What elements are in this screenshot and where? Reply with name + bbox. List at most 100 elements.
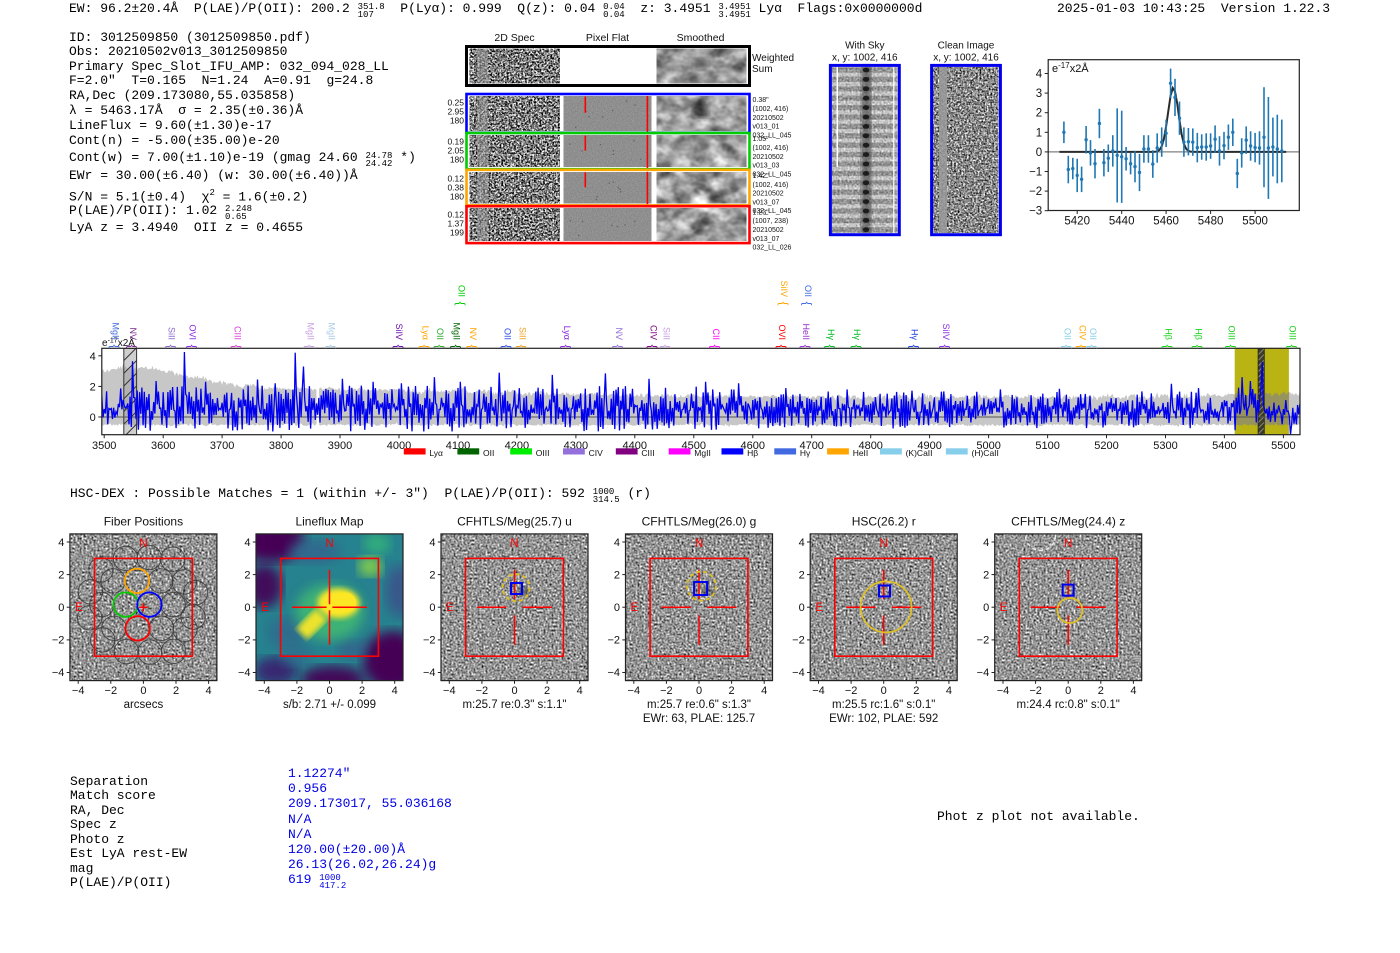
svg-text:20210502: 20210502 (753, 115, 784, 122)
svg-text:5500: 5500 (1242, 216, 1268, 228)
svg-text:OIII: OIII (536, 448, 550, 458)
svg-text:x, y: 1002, 416: x, y: 1002, 416 (832, 53, 898, 64)
svg-text:0: 0 (244, 602, 250, 614)
svg-text:CII: CII (711, 328, 721, 340)
svg-text:{: { (164, 344, 178, 348)
svg-text:4: 4 (614, 537, 620, 549)
svg-text:Hβ: Hβ (1163, 328, 1173, 340)
svg-text:4: 4 (429, 537, 435, 549)
svg-text:MgII: MgII (452, 322, 462, 340)
svg-text:−2: −2 (52, 635, 65, 647)
svg-text:0.25: 0.25 (447, 98, 464, 108)
svg-text:2: 2 (983, 569, 989, 581)
svg-text:OII: OII (503, 328, 513, 340)
svg-text:SiIV: SiIV (394, 323, 404, 340)
svg-text:{: { (466, 344, 480, 348)
svg-text:{: { (185, 344, 199, 348)
svg-text:arcsecs: arcsecs (124, 699, 164, 711)
svg-text:Lineflux Map: Lineflux Map (295, 514, 363, 528)
svg-text:4800: 4800 (858, 440, 882, 452)
svg-text:2.05: 2.05 (447, 146, 464, 156)
svg-text:1.05": 1.05" (753, 136, 770, 143)
svg-text:5200: 5200 (1094, 440, 1118, 452)
svg-text:−2: −2 (238, 635, 251, 647)
svg-text:HeII: HeII (801, 323, 811, 340)
svg-text:−2: −2 (1029, 186, 1042, 198)
svg-text:0: 0 (614, 602, 620, 614)
svg-text:−2: −2 (291, 685, 304, 697)
svg-text:4: 4 (206, 685, 212, 697)
svg-text:N: N (325, 538, 333, 550)
svg-text:{: { (560, 344, 574, 348)
svg-text:0.12: 0.12 (447, 173, 464, 183)
svg-text:Pixel Flat: Pixel Flat (586, 32, 629, 44)
svg-text:E: E (631, 602, 639, 614)
svg-text:SiII: SiII (167, 327, 177, 340)
svg-text:2: 2 (729, 685, 735, 697)
svg-text:032_LL_026: 032_LL_026 (753, 245, 792, 252)
svg-text:1.37: 1.37 (447, 219, 464, 229)
svg-text:20210502: 20210502 (753, 154, 784, 161)
svg-text:180: 180 (450, 116, 464, 126)
svg-text:1.23": 1.23" (753, 209, 770, 216)
svg-text:Hγ: Hγ (852, 329, 862, 340)
svg-text:{: { (1086, 344, 1100, 348)
svg-text:Hγ: Hγ (800, 448, 811, 458)
svg-text:MgII: MgII (110, 322, 120, 340)
svg-text:{: { (515, 344, 529, 348)
svg-text:{: { (1191, 344, 1205, 348)
svg-text:SiII: SiII (662, 327, 672, 340)
svg-text:4: 4 (983, 537, 989, 549)
svg-text:s/b: 2.71 +/- 0.099: s/b: 2.71 +/- 0.099 (283, 699, 376, 711)
svg-text:(1002, 416): (1002, 416) (753, 182, 789, 189)
svg-text:Hγ: Hγ (826, 329, 836, 340)
svg-text:v013_07: v013_07 (753, 199, 780, 206)
svg-text:CIV: CIV (648, 325, 658, 340)
svg-text:−2: −2 (105, 685, 118, 697)
svg-text:4900: 4900 (917, 440, 941, 452)
svg-text:EWr: 63, PLAE: 125.7: EWr: 63, PLAE: 125.7 (643, 713, 755, 725)
svg-text:(1007, 238): (1007, 238) (753, 218, 789, 225)
svg-text:2: 2 (173, 685, 179, 697)
svg-text:{: { (1224, 344, 1238, 348)
svg-text:SiII: SiII (517, 327, 527, 340)
svg-text:OII: OII (483, 448, 494, 458)
svg-text:Fiber Positions: Fiber Positions (104, 514, 183, 528)
svg-text:2: 2 (429, 569, 435, 581)
svg-text:CIII: CIII (232, 326, 242, 340)
svg-text:4700: 4700 (799, 440, 823, 452)
svg-text:032_LL_045: 032_LL_045 (753, 208, 792, 215)
svg-text:0: 0 (326, 685, 332, 697)
svg-text:4: 4 (577, 685, 583, 697)
svg-text:−2: −2 (1029, 685, 1042, 697)
svg-text:2: 2 (90, 381, 96, 393)
svg-text:Hγ: Hγ (910, 329, 920, 340)
svg-text:−4: −4 (977, 667, 990, 679)
svg-text:N: N (1064, 538, 1072, 550)
svg-text:3800: 3800 (269, 440, 293, 452)
svg-text:5400: 5400 (1212, 440, 1236, 452)
svg-text:{: { (775, 344, 789, 348)
svg-text:HSC(26.2) r: HSC(26.2) r (852, 514, 916, 528)
svg-text:m:25.7 re:0.6" s:1.3": m:25.7 re:0.6" s:1.3" (647, 699, 751, 711)
svg-text:180: 180 (450, 191, 464, 201)
svg-text:N: N (510, 538, 518, 550)
svg-text:Hβ: Hβ (747, 448, 758, 458)
svg-text:20210502: 20210502 (753, 227, 784, 234)
svg-text:{: { (1161, 344, 1175, 348)
svg-text:Clean Image: Clean Image (938, 41, 995, 52)
svg-text:0: 0 (696, 685, 702, 697)
svg-text:4: 4 (392, 685, 398, 697)
svg-text:5460: 5460 (1153, 216, 1179, 228)
svg-text:4: 4 (58, 537, 64, 549)
svg-text:{: { (777, 301, 791, 305)
svg-text:−2: −2 (607, 635, 620, 647)
svg-text:(1002, 416): (1002, 416) (753, 145, 789, 152)
svg-text:{: { (709, 344, 723, 348)
svg-text:SiIV: SiIV (941, 323, 951, 340)
svg-text:HeII: HeII (853, 448, 869, 458)
svg-text:2: 2 (544, 685, 550, 697)
svg-text:−4: −4 (258, 685, 271, 697)
svg-text:5000: 5000 (976, 440, 1000, 452)
svg-text:CFHTLS/Meg(26.0) g: CFHTLS/Meg(26.0) g (642, 514, 757, 528)
